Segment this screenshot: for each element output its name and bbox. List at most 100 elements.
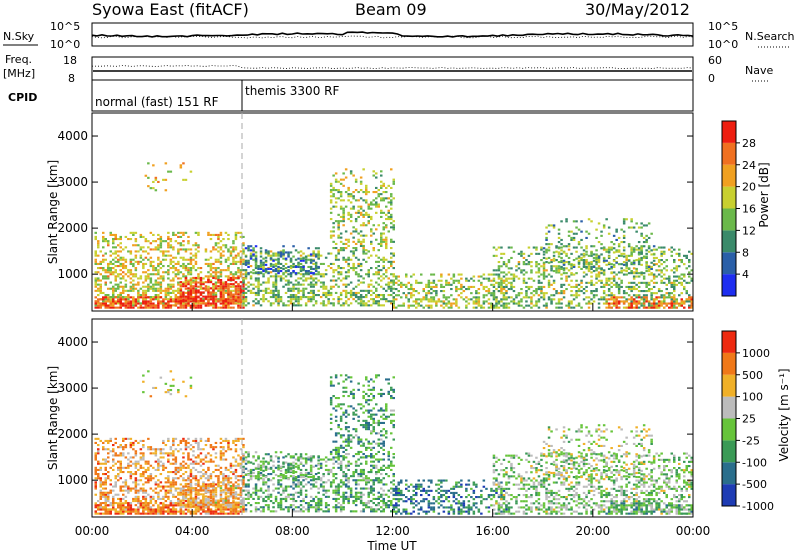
nsearch-label: N.Search bbox=[745, 30, 795, 43]
heatmap-cell bbox=[420, 298, 423, 301]
heatmap-cell bbox=[617, 296, 621, 299]
heatmap-cell bbox=[94, 493, 97, 496]
heatmap-cell bbox=[144, 285, 148, 288]
heatmap-cell bbox=[547, 298, 551, 301]
heatmap-cell bbox=[207, 295, 210, 298]
heatmap-cell bbox=[139, 275, 143, 278]
heatmap-cell bbox=[537, 300, 541, 303]
heatmap-cell bbox=[447, 300, 451, 303]
heatmap-cell bbox=[545, 261, 548, 264]
heatmap-cell bbox=[207, 265, 210, 268]
heatmap-cell bbox=[214, 283, 218, 286]
heatmap-cell bbox=[660, 250, 663, 253]
heatmap-cell bbox=[217, 260, 220, 263]
heatmap-cell bbox=[567, 275, 571, 278]
heatmap-cell bbox=[307, 265, 310, 268]
heatmap-cell bbox=[550, 283, 553, 286]
heatmap-cell bbox=[477, 288, 481, 291]
heatmap-cell bbox=[172, 300, 175, 303]
heatmap-cell bbox=[387, 285, 390, 288]
heatmap-cell bbox=[472, 285, 476, 288]
heatmap-cell bbox=[222, 479, 225, 482]
heatmap-cell bbox=[455, 300, 458, 303]
heatmap-cell bbox=[547, 283, 551, 286]
heatmap-cell bbox=[637, 290, 641, 293]
heatmap-cell bbox=[302, 267, 305, 270]
heatmap-cell bbox=[309, 261, 313, 264]
heatmap-cell bbox=[602, 302, 606, 305]
heatmap-cell bbox=[129, 250, 133, 253]
heatmap-cell bbox=[392, 302, 395, 305]
heatmap-cell bbox=[114, 265, 117, 268]
heatmap-cell bbox=[237, 291, 240, 294]
heatmap-cell bbox=[645, 261, 648, 264]
heatmap-cell bbox=[257, 300, 260, 303]
heatmap-cell bbox=[570, 273, 573, 276]
heatmap-cell bbox=[400, 304, 403, 307]
heatmap-cell bbox=[557, 265, 561, 268]
heatmap-cell bbox=[234, 437, 238, 440]
heatmap-cell bbox=[347, 240, 350, 243]
heatmap-cell bbox=[192, 285, 195, 288]
heatmap-cell bbox=[114, 502, 117, 505]
heatmap-cell bbox=[635, 294, 638, 297]
heatmap-cell bbox=[349, 267, 353, 270]
heatmap-cell bbox=[309, 254, 313, 257]
heatmap-cell bbox=[124, 446, 128, 449]
heatmap-cell bbox=[637, 241, 641, 244]
heatmap-cell bbox=[602, 269, 606, 272]
heatmap-cell bbox=[422, 306, 425, 309]
heatmap-cell bbox=[224, 260, 228, 263]
heatmap-cell bbox=[274, 254, 278, 257]
heatmap-cell bbox=[375, 228, 378, 231]
heatmap-cell bbox=[427, 283, 431, 286]
heatmap-cell bbox=[157, 273, 160, 276]
heatmap-cell bbox=[592, 300, 596, 303]
heatmap-cell bbox=[199, 448, 203, 451]
heatmap-cell bbox=[452, 281, 456, 284]
heatmap-cell bbox=[139, 246, 143, 249]
heatmap-cell bbox=[227, 277, 230, 280]
heatmap-cell bbox=[282, 249, 285, 252]
heatmap-cell bbox=[154, 448, 158, 451]
heatmap-cell bbox=[650, 272, 653, 275]
heatmap-cell bbox=[179, 231, 183, 234]
heatmap-cell bbox=[184, 493, 188, 496]
heatmap-cell bbox=[560, 220, 563, 223]
heatmap-cell bbox=[122, 285, 125, 288]
heatmap-cell bbox=[94, 250, 97, 253]
heatmap-cell bbox=[169, 291, 173, 294]
heatmap-cell bbox=[565, 254, 568, 257]
heatmap-cell bbox=[367, 213, 370, 216]
heatmap-cell bbox=[164, 304, 168, 307]
heatmap-cell bbox=[630, 306, 633, 309]
heatmap-cell bbox=[282, 277, 285, 280]
heatmap-cell bbox=[172, 246, 175, 249]
heatmap-cell bbox=[595, 259, 598, 262]
heatmap-cell bbox=[622, 255, 626, 258]
heatmap-cell bbox=[109, 281, 112, 284]
heatmap-cell bbox=[209, 233, 213, 236]
heatmap-cell bbox=[142, 491, 145, 494]
heatmap-cell bbox=[222, 475, 225, 478]
heatmap-cell bbox=[339, 291, 343, 294]
heatmap-cell bbox=[302, 291, 305, 294]
heatmap-cell bbox=[632, 288, 636, 291]
heatmap-cell bbox=[370, 279, 373, 282]
heatmap-cell bbox=[122, 304, 125, 307]
heatmap-cell bbox=[162, 497, 165, 500]
heatmap-cell bbox=[352, 247, 355, 250]
heatmap-cell bbox=[109, 483, 112, 486]
heatmap-cell bbox=[94, 481, 97, 484]
heatmap-cell bbox=[214, 306, 218, 309]
heatmap-cell bbox=[354, 211, 358, 214]
heatmap-cell bbox=[214, 298, 218, 301]
heatmap-cell bbox=[267, 272, 270, 275]
heatmap-cell bbox=[515, 294, 518, 297]
heatmap-cell bbox=[307, 298, 310, 301]
heatmap-cell bbox=[535, 290, 538, 293]
heatmap-cell bbox=[690, 296, 693, 299]
heatmap-cell bbox=[380, 186, 383, 189]
heatmap-cell bbox=[227, 487, 230, 490]
heatmap-cell bbox=[302, 296, 305, 299]
